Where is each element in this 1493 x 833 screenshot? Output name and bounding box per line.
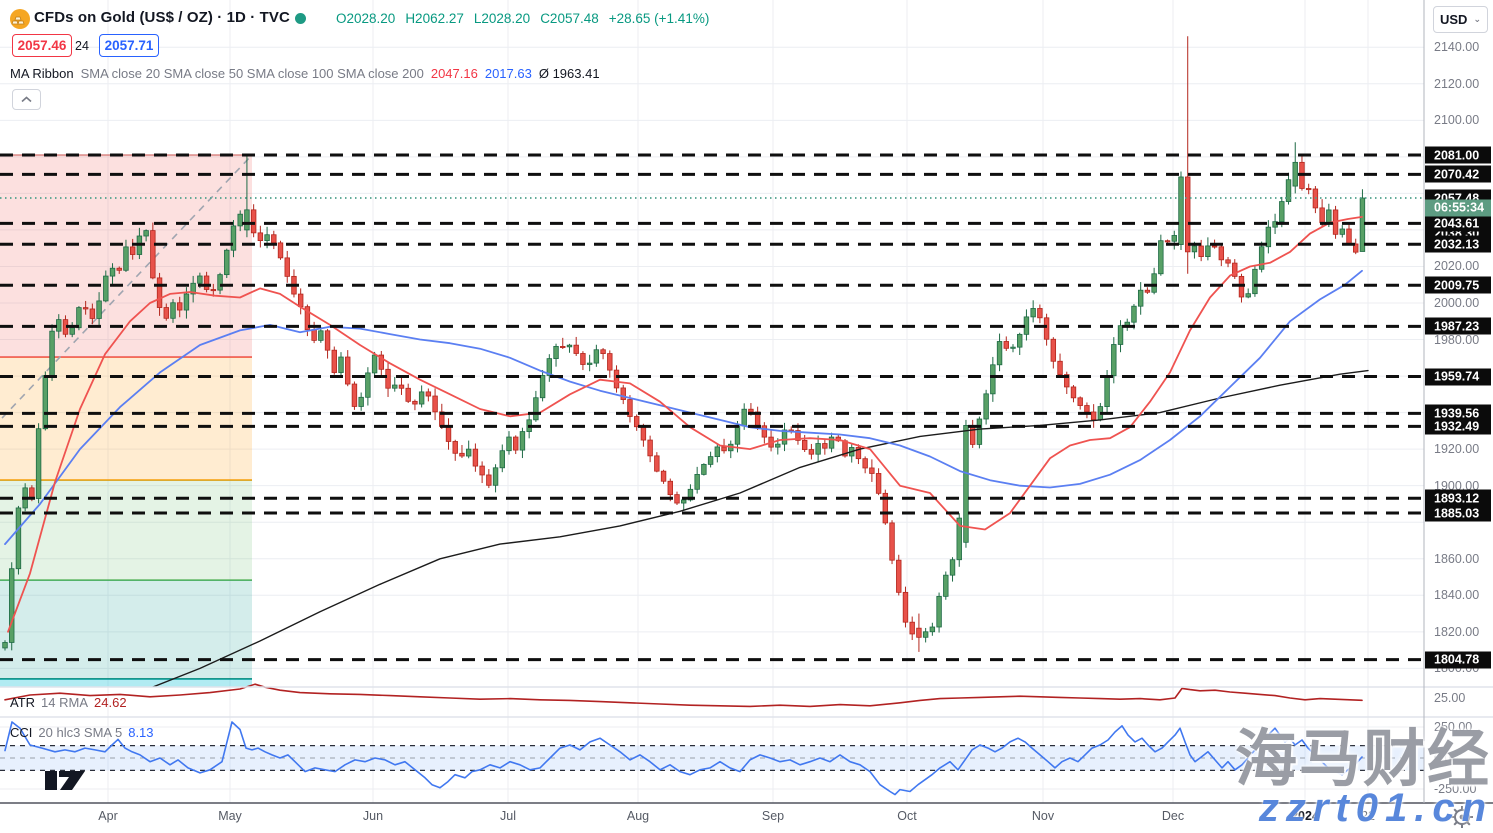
ohlc-low: L2028.20	[473, 11, 531, 26]
buy-ask-button[interactable]: 2057.71	[99, 34, 159, 57]
time-axis-label: Dec	[1161, 809, 1185, 823]
ohlc-high: H2062.27	[405, 11, 464, 26]
time-axis-label: Jul	[500, 809, 516, 823]
gear-icon[interactable]	[1449, 804, 1475, 830]
spread-value: 24	[75, 39, 89, 53]
atr-legend[interactable]: ATR 14 RMA 24.62	[10, 695, 127, 710]
atr-params: 14 RMA	[41, 695, 89, 710]
sell-bid-button[interactable]: 2057.46	[12, 34, 72, 57]
time-axis-label: 22	[1361, 809, 1375, 823]
ma-ribbon-average: Ø 1963.41	[538, 66, 600, 81]
cci-value: 8.13	[128, 725, 154, 740]
cci-pane	[0, 721, 1424, 796]
time-axis-label: May	[218, 809, 242, 823]
support-resistance-lines	[0, 153, 1424, 662]
chevron-up-icon	[21, 96, 32, 103]
ohlc-legend: O2028.20 H2062.27 L2028.20 C2057.48 +28.…	[336, 11, 709, 26]
cci-params: 20 hlc3 SMA 5	[38, 725, 123, 740]
time-axis-label: Apr	[98, 809, 118, 823]
ma-ribbon-legend[interactable]: MA Ribbon SMA close 20 SMA close 50 SMA …	[10, 66, 600, 81]
ma-ribbon-title: MA Ribbon	[10, 66, 74, 81]
time-axis-label: Nov	[1031, 809, 1055, 823]
atr-value: 24.62	[94, 695, 127, 710]
ma-ribbon-params: SMA close 20 SMA close 50 SMA close 100 …	[80, 66, 424, 81]
chevron-down-icon: ⌄	[1473, 14, 1481, 24]
currency-label: USD	[1440, 12, 1468, 27]
gold-symbol-icon	[10, 9, 30, 29]
ohlc-close: C2057.48	[540, 11, 599, 26]
time-axis-label: 2024	[1291, 809, 1319, 823]
ma-ribbon-lines	[4, 216, 1369, 687]
market-status-dot-icon[interactable]	[294, 12, 307, 25]
time-axis-label: Oct	[897, 809, 917, 823]
ohlc-change: +28.65 (+1.41%)	[608, 11, 710, 26]
cci-legend[interactable]: CCI 20 hlc3 SMA 5 8.13	[10, 725, 154, 740]
ohlc-open: O2028.20	[336, 11, 396, 26]
symbol-title[interactable]: CFDs on Gold (US$ / OZ) · 1D · TVC	[34, 9, 290, 26]
ma-ribbon-value-sma20: 2047.16	[430, 66, 478, 81]
time-axis-label: Aug	[626, 809, 650, 823]
collapse-legend-button[interactable]	[12, 89, 41, 110]
currency-dropdown[interactable]: USD ⌄	[1433, 6, 1488, 33]
cci-title: CCI	[10, 725, 33, 740]
tradingview-logo[interactable]	[45, 770, 87, 792]
atr-title: ATR	[10, 695, 36, 710]
ma-ribbon-value-sma50: 2017.63	[484, 66, 532, 81]
time-axis-label: Sep	[761, 809, 785, 823]
time-axis-label: Jun	[362, 809, 384, 823]
